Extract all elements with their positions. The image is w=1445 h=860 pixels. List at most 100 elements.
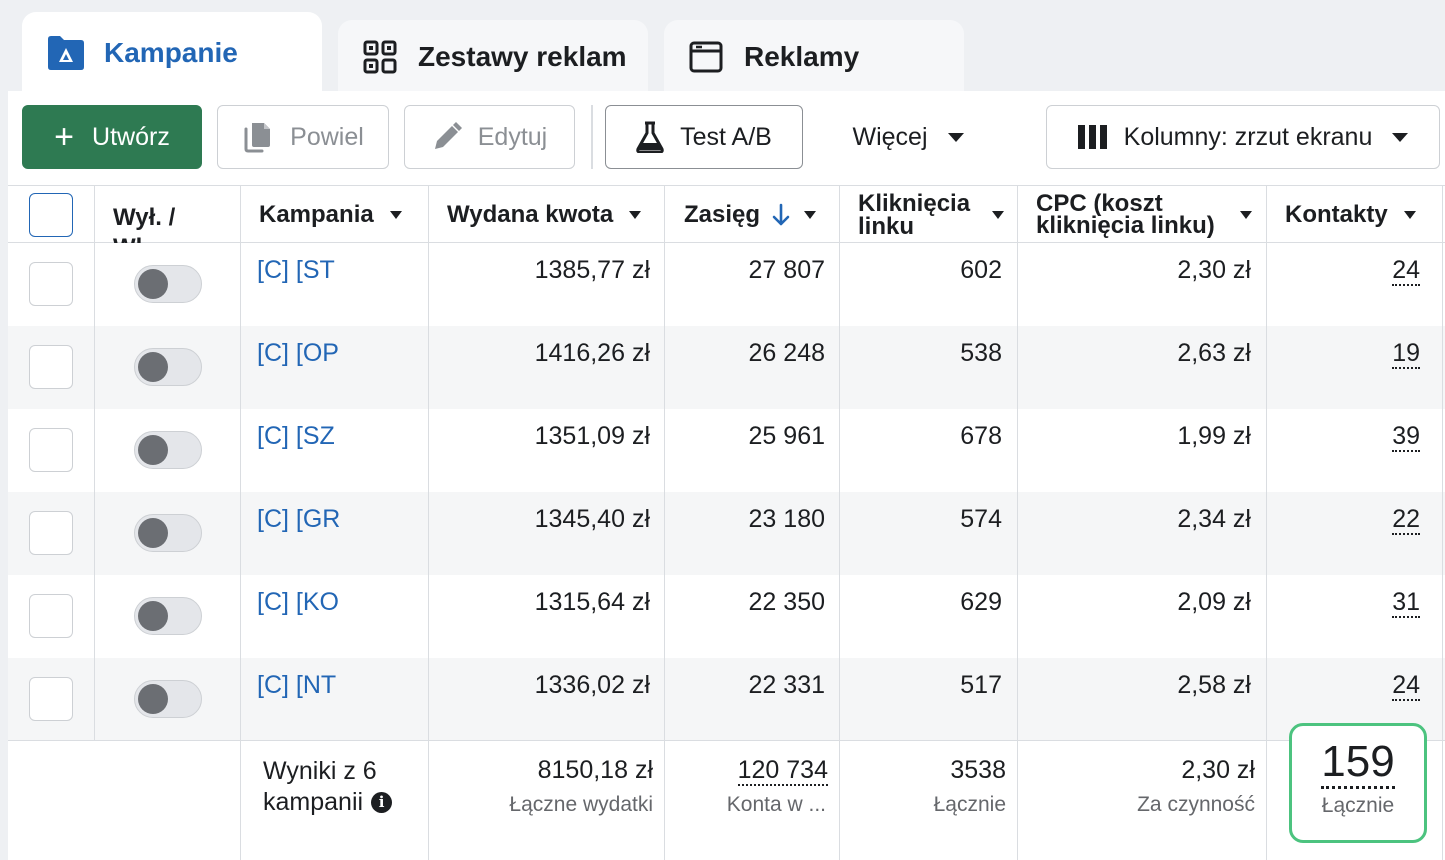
- summary-clicks: 3538: [950, 756, 1006, 784]
- clicks-value: 629: [960, 588, 1002, 616]
- tab-label: Zestawy reklam: [418, 41, 627, 72]
- tab-campaigns[interactable]: Kampanie: [22, 12, 322, 94]
- create-button[interactable]: + Utwórz: [22, 105, 202, 169]
- cpc-value: 1,99 zł: [1177, 422, 1251, 450]
- caret-down-icon: [1240, 210, 1252, 219]
- clicks-value: 517: [960, 671, 1002, 699]
- columns-label: Kolumny: zrzut ekranu: [1123, 122, 1373, 151]
- sort-arrow-down-icon: [772, 203, 790, 227]
- spent-value: 1336,02 zł: [534, 671, 650, 699]
- campaign-name-link[interactable]: [C] [SZ: [257, 422, 335, 450]
- caret-down-icon: [992, 210, 1004, 219]
- table-row[interactable]: [C] [GR 1345,40 zł 23 180 574 2,34 zł 22: [8, 492, 1445, 575]
- summary-reach[interactable]: 120 734: [737, 756, 828, 786]
- header-toggle[interactable]: Wył. / Wł.: [113, 204, 176, 243]
- spent-value: 1385,77 zł: [534, 256, 650, 284]
- table-row[interactable]: [C] [NT 1336,02 zł 22 331 517 2,58 zł 24: [8, 658, 1445, 741]
- header-campaign[interactable]: Kampania: [241, 186, 429, 243]
- contacts-value[interactable]: 22: [1392, 505, 1420, 535]
- spent-value: 1416,26 zł: [534, 339, 650, 367]
- plus-icon: +: [54, 118, 75, 156]
- column-divider: [1442, 185, 1443, 860]
- table-row[interactable]: [C] [KO 1315,64 zł 22 350 629 2,09 zł 31: [8, 575, 1445, 658]
- contacts-value[interactable]: 31: [1392, 588, 1420, 618]
- row-toggle[interactable]: [134, 265, 202, 303]
- more-dropdown[interactable]: Więcej: [828, 105, 988, 169]
- header-spent[interactable]: Wydana kwota: [429, 186, 664, 243]
- header-cpc[interactable]: CPC (koszt kliknięcia linku): [1018, 186, 1267, 243]
- campaign-name-link[interactable]: [C] [GR: [257, 505, 341, 533]
- columns-icon: [1077, 125, 1108, 149]
- row-toggle[interactable]: [134, 348, 202, 386]
- toolbar: + Utwórz Powiel Edytuj Test A/B Więcej: [8, 91, 1445, 185]
- info-icon[interactable]: i: [371, 792, 393, 813]
- row-checkbox[interactable]: [29, 511, 73, 555]
- grid-icon: [360, 37, 400, 77]
- toolbar-divider: [591, 105, 593, 169]
- row-checkbox[interactable]: [29, 594, 73, 638]
- edit-label: Edytuj: [477, 122, 548, 151]
- summary-label: Wyniki z 6 kampanii i: [263, 756, 393, 818]
- table-header: Wył. / Wł. Kampania Wydana kwota Zasięg …: [8, 185, 1445, 243]
- contacts-value[interactable]: 39: [1392, 422, 1420, 452]
- ab-test-button[interactable]: Test A/B: [605, 105, 803, 169]
- flask-icon: [636, 121, 664, 153]
- summary-contacts[interactable]: 159: [1292, 737, 1424, 789]
- column-divider: [1266, 185, 1267, 860]
- pencil-icon: [432, 122, 462, 152]
- cpc-value: 2,34 zł: [1177, 505, 1251, 533]
- campaign-name-link[interactable]: [C] [KO: [257, 588, 339, 616]
- row-checkbox[interactable]: [29, 428, 73, 472]
- table-row[interactable]: [C] [ST 1385,77 zł 27 807 602 2,30 zł 24: [8, 243, 1445, 326]
- contacts-value[interactable]: 19: [1392, 339, 1420, 369]
- campaigns-table: [C] [ST 1385,77 zł 27 807 602 2,30 zł 24…: [8, 185, 1445, 860]
- window-icon: [686, 37, 726, 77]
- ab-test-label: Test A/B: [680, 122, 772, 151]
- header-reach[interactable]: Zasięg: [666, 186, 840, 243]
- campaign-name-link[interactable]: [C] [ST: [257, 256, 335, 284]
- contacts-value[interactable]: 24: [1392, 671, 1420, 701]
- contacts-total-highlight: 159 Łącznie: [1289, 723, 1427, 843]
- tab-ads[interactable]: Reklamy: [664, 20, 964, 94]
- cpc-value: 2,09 zł: [1177, 588, 1251, 616]
- row-checkbox[interactable]: [29, 677, 73, 721]
- campaign-name-link[interactable]: [C] [NT: [257, 671, 337, 699]
- columns-dropdown[interactable]: Kolumny: zrzut ekranu: [1046, 105, 1440, 169]
- table-row[interactable]: [C] [OP 1416,26 zł 26 248 538 2,63 zł 19: [8, 326, 1445, 409]
- row-checkbox[interactable]: [29, 262, 73, 306]
- column-divider: [664, 185, 665, 860]
- caret-down-icon: [1392, 132, 1409, 142]
- column-divider: [428, 185, 429, 860]
- spent-value: 1351,09 zł: [534, 422, 650, 450]
- tab-ad-sets[interactable]: Zestawy reklam: [338, 20, 648, 94]
- cpc-value: 2,30 zł: [1177, 256, 1251, 284]
- summary-row: Wyniki z 6 kampanii i 8150,18 zł Łączne …: [8, 723, 1445, 860]
- header-clicks[interactable]: Kliknięcia linku: [840, 186, 1018, 243]
- header-contacts[interactable]: Kontakty: [1267, 186, 1445, 243]
- row-toggle[interactable]: [134, 431, 202, 469]
- tab-label: Reklamy: [744, 41, 860, 72]
- column-divider: [94, 185, 95, 740]
- select-all-checkbox[interactable]: [29, 193, 73, 237]
- summary-clicks-caption: Łącznie: [933, 793, 1006, 816]
- edit-button[interactable]: Edytuj: [404, 105, 575, 169]
- table-row[interactable]: [C] [SZ 1351,09 zł 25 961 678 1,99 zł 39: [8, 409, 1445, 492]
- summary-cpc: 2,30 zł: [1181, 756, 1255, 784]
- spent-value: 1315,64 zł: [534, 588, 650, 616]
- cpc-value: 2,58 zł: [1177, 671, 1251, 699]
- caret-down-icon: [947, 132, 964, 142]
- duplicate-button[interactable]: Powiel: [217, 105, 389, 169]
- row-toggle[interactable]: [134, 680, 202, 718]
- reach-value: 25 961: [748, 422, 825, 450]
- row-toggle[interactable]: [134, 514, 202, 552]
- contacts-value[interactable]: 24: [1392, 256, 1420, 286]
- more-label: Więcej: [852, 122, 928, 151]
- column-divider: [839, 185, 840, 860]
- row-toggle[interactable]: [134, 597, 202, 635]
- column-divider: [240, 185, 241, 860]
- campaigns-panel: + Utwórz Powiel Edytuj Test A/B Więcej: [8, 91, 1445, 860]
- reach-value: 22 331: [748, 671, 825, 699]
- duplicate-label: Powiel: [290, 122, 364, 151]
- row-checkbox[interactable]: [29, 345, 73, 389]
- campaign-name-link[interactable]: [C] [OP: [257, 339, 339, 367]
